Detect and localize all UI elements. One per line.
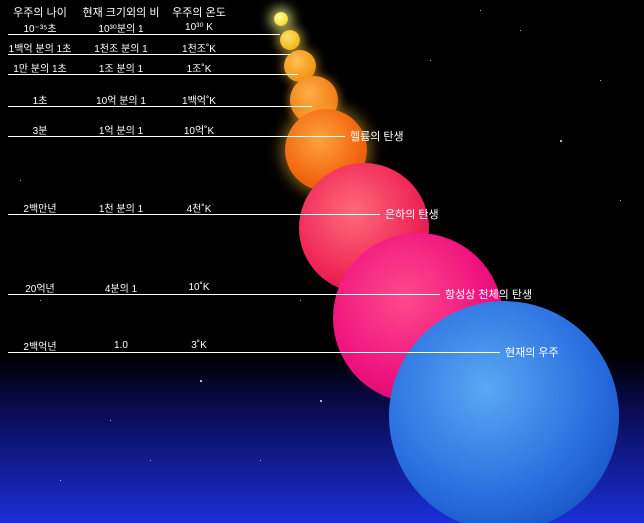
row-cells: 10⁻³⁵초10³⁰분의 110³⁰ K	[0, 20, 236, 35]
cell-age: 2백억년	[0, 338, 80, 353]
background-star	[150, 460, 151, 461]
universe-sphere	[274, 12, 288, 26]
event-label: 은하의 탄생	[385, 206, 439, 222]
timeline-row: 2백만년1천 분의 14천˚K은하의 탄생	[0, 200, 236, 214]
cell-size: 1천조 분의 1	[80, 40, 162, 55]
cell-age: 1백억 분의 1초	[0, 40, 80, 55]
row-cells: 20억년4분의 110˚K	[0, 280, 236, 295]
universe-sphere	[280, 30, 300, 50]
background-star	[300, 300, 301, 301]
background-star	[60, 480, 61, 481]
background-star	[260, 460, 261, 461]
header-temperature: 우주의 온도	[162, 4, 236, 20]
cell-temp: 4천˚K	[162, 200, 236, 215]
event-label: 현재의 우주	[505, 344, 559, 360]
cell-age: 1초	[0, 92, 80, 107]
cell-size: 1조 분의 1	[80, 60, 162, 75]
timeline-row: 2백억년1.03˚K현재의 우주	[0, 338, 236, 352]
diagram-stage: 우주의 나이 현재 크기외의 비 우주의 온도 10⁻³⁵초10³⁰분의 110…	[0, 0, 644, 523]
cell-age: 20억년	[0, 280, 80, 295]
background-star	[40, 300, 41, 301]
background-star	[600, 80, 601, 81]
cell-temp: 1백억˚K	[162, 92, 236, 107]
cell-temp: 10³⁰ K	[162, 22, 236, 33]
divider-rule	[8, 136, 345, 137]
cell-age: 1만 분의 1초	[0, 60, 80, 75]
cell-size: 1.0	[80, 340, 162, 351]
cell-size: 10³⁰분의 1	[80, 20, 162, 35]
cell-size: 1천 분의 1	[80, 200, 162, 215]
cell-age: 2백만년	[0, 200, 80, 215]
cell-temp: 3˚K	[162, 340, 236, 351]
background-star	[320, 400, 322, 402]
row-cells: 2백억년1.03˚K	[0, 338, 236, 353]
background-star	[200, 380, 202, 382]
background-star	[520, 30, 521, 31]
event-label: 항성상 천체의 탄생	[445, 286, 532, 302]
row-cells: 1초10억 분의 11백억˚K	[0, 92, 236, 107]
cell-age: 10⁻³⁵초	[0, 20, 80, 35]
divider-rule	[8, 294, 440, 295]
timeline-row: 3분1억 분의 110억˚K헬륨의 탄생	[0, 122, 236, 136]
divider-rule	[8, 54, 290, 55]
divider-rule	[8, 106, 312, 107]
background-star	[620, 200, 621, 201]
divider-rule	[8, 214, 380, 215]
column-headers: 우주의 나이 현재 크기외의 비 우주의 온도	[0, 4, 236, 20]
cell-temp: 1천조˚K	[162, 40, 236, 55]
event-label: 헬륨의 탄생	[350, 128, 404, 144]
cell-temp: 10억˚K	[162, 122, 236, 137]
cell-age: 3분	[0, 122, 80, 137]
cell-size: 1억 분의 1	[80, 122, 162, 137]
background-star	[110, 420, 111, 421]
row-cells: 1백억 분의 1초1천조 분의 11천조˚K	[0, 40, 236, 55]
row-cells: 3분1억 분의 110억˚K	[0, 122, 236, 137]
universe-sphere	[389, 301, 619, 523]
background-star	[560, 140, 562, 142]
cell-size: 10억 분의 1	[80, 92, 162, 107]
row-cells: 2백만년1천 분의 14천˚K	[0, 200, 236, 215]
header-size-ratio: 현재 크기외의 비	[80, 4, 162, 20]
background-star	[430, 60, 431, 61]
header-age: 우주의 나이	[0, 4, 80, 20]
background-star	[480, 10, 481, 11]
timeline-row: 1만 분의 1초1조 분의 11조˚K	[0, 60, 236, 74]
cell-size: 4분의 1	[80, 280, 162, 295]
timeline-row: 10⁻³⁵초10³⁰분의 110³⁰ K	[0, 20, 236, 34]
row-cells: 1만 분의 1초1조 분의 11조˚K	[0, 60, 236, 75]
divider-rule	[8, 352, 500, 353]
cell-temp: 10˚K	[162, 282, 236, 293]
divider-rule	[8, 74, 298, 75]
background-star	[20, 180, 21, 181]
timeline-row: 1초10억 분의 11백억˚K	[0, 92, 236, 106]
cell-temp: 1조˚K	[162, 60, 236, 75]
divider-rule	[8, 34, 280, 35]
timeline-row: 20억년4분의 110˚K항성상 천체의 탄생	[0, 280, 236, 294]
timeline-row: 1백억 분의 1초1천조 분의 11천조˚K	[0, 40, 236, 54]
